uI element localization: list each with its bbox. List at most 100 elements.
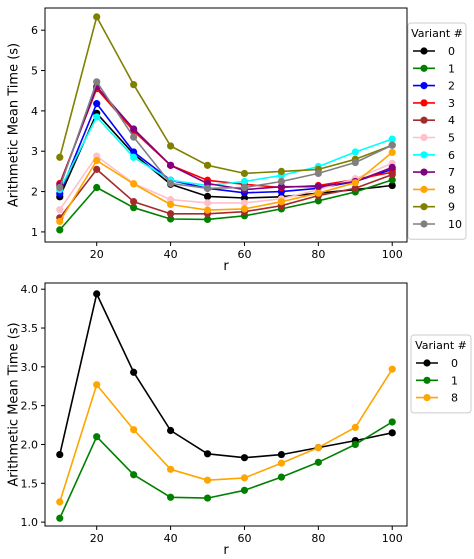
x-tick-label: 80 bbox=[311, 248, 325, 261]
data-point-variant-6 bbox=[130, 153, 138, 161]
data-point-variant-10 bbox=[203, 184, 212, 192]
y-tick-label: 3.0 bbox=[21, 361, 39, 374]
legend-label-variant-3: 3 bbox=[448, 97, 455, 110]
data-point-variant-9 bbox=[56, 153, 64, 161]
data-point-variant-0 bbox=[203, 450, 212, 458]
data-point-variant-9 bbox=[203, 161, 212, 169]
legend-marker-variant-1 bbox=[420, 64, 428, 72]
data-point-variant-1 bbox=[56, 226, 64, 234]
y-tick-label: 3 bbox=[31, 145, 38, 158]
x-tick-label: 60 bbox=[237, 248, 251, 261]
legend-label-variant-0: 0 bbox=[448, 45, 455, 58]
legend-label-variant-1: 1 bbox=[448, 62, 455, 75]
x-tick-label: 40 bbox=[164, 248, 178, 261]
data-point-variant-6 bbox=[93, 113, 101, 121]
data-point-variant-0 bbox=[56, 450, 64, 459]
data-point-variant-10 bbox=[56, 183, 64, 192]
x-axis-label: r bbox=[223, 259, 229, 274]
series-line-variant-6 bbox=[59, 116, 393, 190]
data-point-variant-8 bbox=[314, 189, 322, 197]
data-point-variant-1 bbox=[203, 494, 212, 502]
x-tick-label: 20 bbox=[90, 248, 104, 261]
data-point-variant-8 bbox=[351, 179, 359, 187]
series-line-variant-10 bbox=[59, 81, 393, 190]
x-axis-label: r bbox=[223, 543, 229, 558]
series-line-variant-4 bbox=[59, 168, 393, 219]
data-point-variant-9 bbox=[240, 169, 249, 178]
data-point-variant-8 bbox=[93, 381, 101, 389]
data-point-variant-7 bbox=[277, 183, 286, 191]
legend-marker-variant-0 bbox=[423, 359, 431, 367]
series-line-variant-1 bbox=[59, 179, 393, 231]
data-point-variant-1 bbox=[56, 514, 64, 522]
y-tick-label: 4 bbox=[31, 105, 38, 118]
series-line-variant-8 bbox=[59, 368, 393, 503]
data-point-variant-1 bbox=[130, 471, 138, 479]
data-point-variant-1 bbox=[277, 473, 286, 481]
data-point-variant-8 bbox=[130, 180, 138, 188]
y-axis-label: Arithmetic Mean Time (s) bbox=[7, 43, 22, 207]
data-point-variant-0 bbox=[388, 181, 396, 190]
data-point-variant-8 bbox=[388, 148, 396, 157]
data-point-variant-6 bbox=[240, 177, 249, 186]
data-point-variant-0 bbox=[240, 454, 249, 462]
y-tick-label: 1.0 bbox=[21, 516, 39, 529]
data-point-variant-7 bbox=[166, 161, 175, 169]
legend-label-variant-1: 1 bbox=[451, 374, 458, 387]
data-point-variant-1 bbox=[388, 418, 396, 426]
data-point-variant-7 bbox=[314, 183, 322, 191]
data-point-variant-8 bbox=[240, 474, 249, 482]
data-point-variant-0 bbox=[130, 368, 138, 376]
data-point-variant-1 bbox=[93, 433, 101, 441]
data-point-variant-8 bbox=[203, 206, 212, 214]
data-point-variant-4 bbox=[388, 171, 396, 179]
data-point-variant-8 bbox=[56, 498, 64, 506]
data-point-variant-1 bbox=[388, 176, 396, 184]
legend-marker-variant-9 bbox=[420, 203, 428, 211]
data-point-variant-6 bbox=[388, 135, 396, 143]
legend-label-variant-6: 6 bbox=[448, 149, 455, 162]
legend-title: Variant # bbox=[415, 339, 467, 352]
data-point-variant-1 bbox=[314, 197, 322, 205]
legend-title: Variant # bbox=[411, 27, 463, 40]
series-line-variant-9 bbox=[59, 16, 393, 175]
legend-label-variant-8: 8 bbox=[448, 183, 455, 196]
legend-label-variant-5: 5 bbox=[448, 132, 455, 145]
legend-marker-variant-7 bbox=[420, 168, 428, 176]
data-point-variant-1 bbox=[240, 486, 249, 494]
series-line-variant-1 bbox=[59, 421, 393, 519]
data-point-variant-4 bbox=[130, 198, 138, 206]
y-tick-label: 3.5 bbox=[21, 322, 39, 335]
data-point-variant-10 bbox=[277, 177, 286, 186]
data-point-variant-0 bbox=[277, 450, 286, 459]
legend-box bbox=[407, 22, 467, 240]
data-point-variant-2 bbox=[130, 148, 138, 156]
legend-marker-variant-8 bbox=[420, 185, 428, 193]
data-point-variant-9 bbox=[130, 81, 138, 89]
data-point-variant-4 bbox=[351, 184, 359, 192]
data-point-variant-8 bbox=[93, 156, 101, 165]
legend-box bbox=[410, 334, 472, 414]
data-point-variant-10 bbox=[166, 179, 175, 188]
x-tick-label: 20 bbox=[90, 532, 104, 545]
data-point-variant-8 bbox=[277, 198, 286, 206]
data-point-variant-4 bbox=[93, 165, 101, 173]
legend-marker-variant-8 bbox=[423, 394, 431, 402]
y-tick-label: 6 bbox=[31, 24, 38, 37]
plot-area bbox=[44, 7, 408, 243]
data-point-variant-8 bbox=[277, 459, 286, 467]
data-point-variant-1 bbox=[93, 183, 101, 192]
legend-label-variant-2: 2 bbox=[448, 80, 455, 93]
y-tick-label: 2.0 bbox=[21, 438, 39, 451]
data-point-variant-7 bbox=[388, 163, 396, 171]
legend-marker-variant-10 bbox=[420, 220, 428, 228]
y-tick-label: 1 bbox=[31, 226, 38, 239]
data-point-variant-8 bbox=[56, 217, 64, 226]
data-point-variant-2 bbox=[93, 100, 101, 108]
legend-label-variant-9: 9 bbox=[448, 201, 455, 214]
data-point-variant-10 bbox=[240, 183, 249, 192]
data-point-variant-8 bbox=[166, 465, 175, 473]
data-point-variant-1 bbox=[351, 440, 359, 449]
data-point-variant-1 bbox=[166, 215, 175, 223]
